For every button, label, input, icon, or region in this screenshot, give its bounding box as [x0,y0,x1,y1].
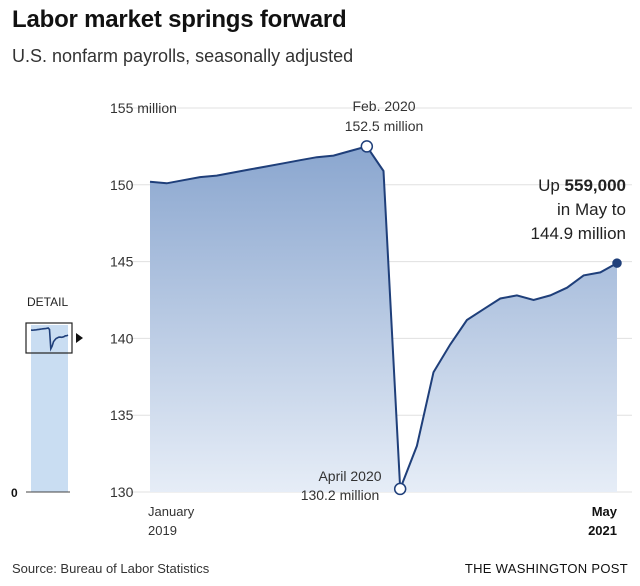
y-tick-label: 140 [110,330,134,346]
feb-annotation-value: 152.5 million [345,118,424,134]
payrolls-line [149,145,618,490]
detail-zero-label: 0 [11,486,18,500]
y-tick-labels: 130 135 140 145 150 155 million [110,100,177,500]
feb-annotation-date: Feb. 2020 [352,98,415,114]
source-note: Source: Bureau of Labor Statistics [12,561,210,576]
y-tick-label: 150 [110,177,134,193]
detail-arrow-icon [76,333,83,343]
highlight-point-marker [393,482,407,496]
publisher-credit: THE WASHINGTON POST [464,561,628,576]
y-tick-label: 145 [110,254,134,270]
detail-bar [31,325,68,492]
apr-annotation-value: 130.2 million [301,487,380,503]
detail-inset: DETAIL 0 [11,295,83,500]
highlight-point-marker [612,258,622,268]
payrolls-area [150,146,617,492]
may-annotation-line2: in May to [557,200,626,219]
may-annotation-prefix: Up [538,176,564,195]
chart-subtitle: U.S. nonfarm payrolls, seasonally adjust… [12,46,354,66]
x-tick-start-line2: 2019 [148,523,177,538]
highlight-point-marker [360,140,374,153]
may-annotation-change: 559,000 [565,176,626,195]
y-tick-label: 135 [110,407,134,423]
highlight-markers [360,140,622,496]
detail-sparkline [30,327,69,352]
apr-annotation-date: April 2020 [318,468,381,484]
detail-label: DETAIL [27,295,68,309]
y-tick-label: 155 million [110,100,177,116]
y-tick-label: 130 [110,484,134,500]
may-annotation-line3: 144.9 million [531,224,626,243]
detail-box [25,322,73,354]
may-annotation-line1: Up 559,000 [538,176,626,195]
chart-title: Labor market springs forward [12,6,347,33]
x-tick-start-line1: January [148,504,195,519]
x-tick-end-line2: 2021 [588,523,617,538]
x-tick-end-line1: May [592,504,618,519]
